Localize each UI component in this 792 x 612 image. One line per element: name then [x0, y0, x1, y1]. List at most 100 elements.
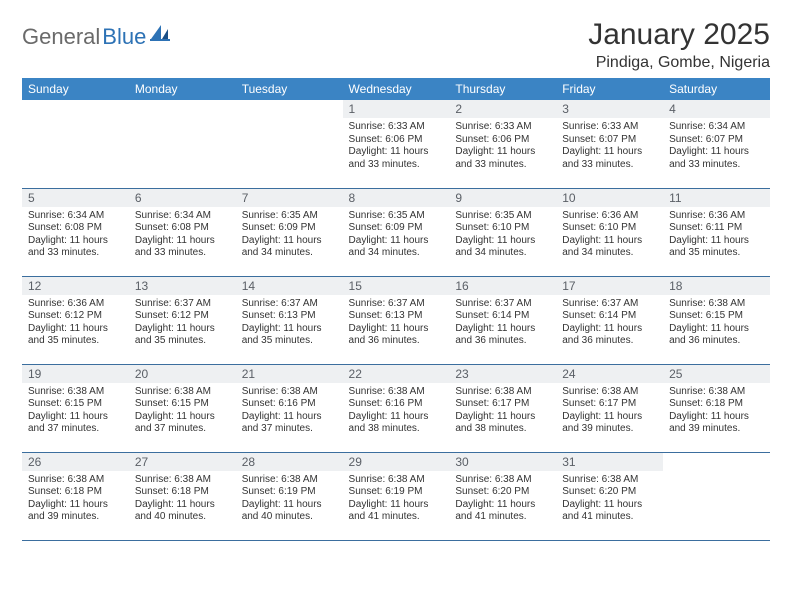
- calendar-cell: 30Sunrise: 6:38 AMSunset: 6:20 PMDayligh…: [449, 452, 556, 540]
- day-details: Sunrise: 6:38 AMSunset: 6:20 PMDaylight:…: [556, 471, 663, 528]
- day-number: 1: [343, 100, 450, 118]
- calendar-cell: 22Sunrise: 6:38 AMSunset: 6:16 PMDayligh…: [343, 364, 450, 452]
- calendar-cell: 23Sunrise: 6:38 AMSunset: 6:17 PMDayligh…: [449, 364, 556, 452]
- day-details: Sunrise: 6:36 AMSunset: 6:10 PMDaylight:…: [556, 207, 663, 264]
- day-number: 12: [22, 277, 129, 295]
- calendar-cell: 12Sunrise: 6:36 AMSunset: 6:12 PMDayligh…: [22, 276, 129, 364]
- calendar-cell: 14Sunrise: 6:37 AMSunset: 6:13 PMDayligh…: [236, 276, 343, 364]
- day-number: 23: [449, 365, 556, 383]
- day-details: Sunrise: 6:38 AMSunset: 6:16 PMDaylight:…: [236, 383, 343, 440]
- day-details: Sunrise: 6:35 AMSunset: 6:09 PMDaylight:…: [343, 207, 450, 264]
- calendar-cell: 17Sunrise: 6:37 AMSunset: 6:14 PMDayligh…: [556, 276, 663, 364]
- day-number: 30: [449, 453, 556, 471]
- calendar-cell: 27Sunrise: 6:38 AMSunset: 6:18 PMDayligh…: [129, 452, 236, 540]
- day-number: 5: [22, 189, 129, 207]
- day-details: Sunrise: 6:38 AMSunset: 6:15 PMDaylight:…: [22, 383, 129, 440]
- day-number: 10: [556, 189, 663, 207]
- day-details: Sunrise: 6:36 AMSunset: 6:12 PMDaylight:…: [22, 295, 129, 352]
- day-header: Monday: [129, 78, 236, 100]
- calendar-cell: 31Sunrise: 6:38 AMSunset: 6:20 PMDayligh…: [556, 452, 663, 540]
- day-details: Sunrise: 6:33 AMSunset: 6:06 PMDaylight:…: [449, 118, 556, 175]
- calendar-cell: 6Sunrise: 6:34 AMSunset: 6:08 PMDaylight…: [129, 188, 236, 276]
- calendar-cell: 1Sunrise: 6:33 AMSunset: 6:06 PMDaylight…: [343, 100, 450, 188]
- day-header: Tuesday: [236, 78, 343, 100]
- day-details: Sunrise: 6:38 AMSunset: 6:19 PMDaylight:…: [236, 471, 343, 528]
- calendar-cell: 28Sunrise: 6:38 AMSunset: 6:19 PMDayligh…: [236, 452, 343, 540]
- calendar-cell: 8Sunrise: 6:35 AMSunset: 6:09 PMDaylight…: [343, 188, 450, 276]
- calendar-cell: 5Sunrise: 6:34 AMSunset: 6:08 PMDaylight…: [22, 188, 129, 276]
- month-title: January 2025: [588, 18, 770, 52]
- day-details: Sunrise: 6:34 AMSunset: 6:08 PMDaylight:…: [22, 207, 129, 264]
- calendar-cell: 20Sunrise: 6:38 AMSunset: 6:15 PMDayligh…: [129, 364, 236, 452]
- calendar-cell: [663, 452, 770, 540]
- day-header: Wednesday: [343, 78, 450, 100]
- calendar-cell: 13Sunrise: 6:37 AMSunset: 6:12 PMDayligh…: [129, 276, 236, 364]
- day-details: Sunrise: 6:33 AMSunset: 6:07 PMDaylight:…: [556, 118, 663, 175]
- day-number: 21: [236, 365, 343, 383]
- day-number: 29: [343, 453, 450, 471]
- day-number: 20: [129, 365, 236, 383]
- day-number: 13: [129, 277, 236, 295]
- calendar-cell: 19Sunrise: 6:38 AMSunset: 6:15 PMDayligh…: [22, 364, 129, 452]
- day-details: Sunrise: 6:38 AMSunset: 6:15 PMDaylight:…: [663, 295, 770, 352]
- day-details: Sunrise: 6:38 AMSunset: 6:17 PMDaylight:…: [449, 383, 556, 440]
- day-details: Sunrise: 6:37 AMSunset: 6:13 PMDaylight:…: [236, 295, 343, 352]
- day-number: 27: [129, 453, 236, 471]
- day-header: Sunday: [22, 78, 129, 100]
- day-number: 3: [556, 100, 663, 118]
- day-number: 9: [449, 189, 556, 207]
- day-number: 15: [343, 277, 450, 295]
- day-details: Sunrise: 6:35 AMSunset: 6:09 PMDaylight:…: [236, 207, 343, 264]
- calendar-cell: 3Sunrise: 6:33 AMSunset: 6:07 PMDaylight…: [556, 100, 663, 188]
- location-text: Pindiga, Gombe, Nigeria: [588, 54, 770, 72]
- calendar-cell: 21Sunrise: 6:38 AMSunset: 6:16 PMDayligh…: [236, 364, 343, 452]
- day-number: 16: [449, 277, 556, 295]
- calendar-cell: 7Sunrise: 6:35 AMSunset: 6:09 PMDaylight…: [236, 188, 343, 276]
- day-number: 22: [343, 365, 450, 383]
- day-details: Sunrise: 6:35 AMSunset: 6:10 PMDaylight:…: [449, 207, 556, 264]
- day-number: 24: [556, 365, 663, 383]
- calendar-cell: [22, 100, 129, 188]
- calendar-cell: 16Sunrise: 6:37 AMSunset: 6:14 PMDayligh…: [449, 276, 556, 364]
- calendar-cell: 15Sunrise: 6:37 AMSunset: 6:13 PMDayligh…: [343, 276, 450, 364]
- calendar-cell: 24Sunrise: 6:38 AMSunset: 6:17 PMDayligh…: [556, 364, 663, 452]
- day-details: Sunrise: 6:38 AMSunset: 6:17 PMDaylight:…: [556, 383, 663, 440]
- day-details: Sunrise: 6:37 AMSunset: 6:13 PMDaylight:…: [343, 295, 450, 352]
- day-number: 8: [343, 189, 450, 207]
- day-details: Sunrise: 6:38 AMSunset: 6:18 PMDaylight:…: [22, 471, 129, 528]
- day-number: 28: [236, 453, 343, 471]
- calendar-table: SundayMondayTuesdayWednesdayThursdayFrid…: [22, 78, 770, 541]
- day-details: Sunrise: 6:34 AMSunset: 6:08 PMDaylight:…: [129, 207, 236, 264]
- day-details: Sunrise: 6:37 AMSunset: 6:12 PMDaylight:…: [129, 295, 236, 352]
- day-header: Friday: [556, 78, 663, 100]
- day-number: 25: [663, 365, 770, 383]
- calendar-cell: 26Sunrise: 6:38 AMSunset: 6:18 PMDayligh…: [22, 452, 129, 540]
- calendar-cell: 10Sunrise: 6:36 AMSunset: 6:10 PMDayligh…: [556, 188, 663, 276]
- day-header: Saturday: [663, 78, 770, 100]
- calendar-cell: 4Sunrise: 6:34 AMSunset: 6:07 PMDaylight…: [663, 100, 770, 188]
- calendar-cell: 25Sunrise: 6:38 AMSunset: 6:18 PMDayligh…: [663, 364, 770, 452]
- day-number: 19: [22, 365, 129, 383]
- calendar-cell: 2Sunrise: 6:33 AMSunset: 6:06 PMDaylight…: [449, 100, 556, 188]
- day-number: 17: [556, 277, 663, 295]
- day-details: Sunrise: 6:38 AMSunset: 6:18 PMDaylight:…: [663, 383, 770, 440]
- calendar-cell: [236, 100, 343, 188]
- day-number: 26: [22, 453, 129, 471]
- calendar-cell: 11Sunrise: 6:36 AMSunset: 6:11 PMDayligh…: [663, 188, 770, 276]
- day-details: Sunrise: 6:37 AMSunset: 6:14 PMDaylight:…: [449, 295, 556, 352]
- day-details: Sunrise: 6:34 AMSunset: 6:07 PMDaylight:…: [663, 118, 770, 175]
- day-details: Sunrise: 6:38 AMSunset: 6:15 PMDaylight:…: [129, 383, 236, 440]
- day-details: Sunrise: 6:38 AMSunset: 6:16 PMDaylight:…: [343, 383, 450, 440]
- calendar-cell: 18Sunrise: 6:38 AMSunset: 6:15 PMDayligh…: [663, 276, 770, 364]
- day-details: Sunrise: 6:38 AMSunset: 6:20 PMDaylight:…: [449, 471, 556, 528]
- day-number: 14: [236, 277, 343, 295]
- logo-text-blue: Blue: [102, 24, 146, 50]
- day-number: 4: [663, 100, 770, 118]
- day-details: Sunrise: 6:37 AMSunset: 6:14 PMDaylight:…: [556, 295, 663, 352]
- day-number: 2: [449, 100, 556, 118]
- day-number: 7: [236, 189, 343, 207]
- day-number: 11: [663, 189, 770, 207]
- logo-text-general: General: [22, 24, 100, 50]
- day-number: 6: [129, 189, 236, 207]
- logo-sail-icon: [150, 24, 172, 47]
